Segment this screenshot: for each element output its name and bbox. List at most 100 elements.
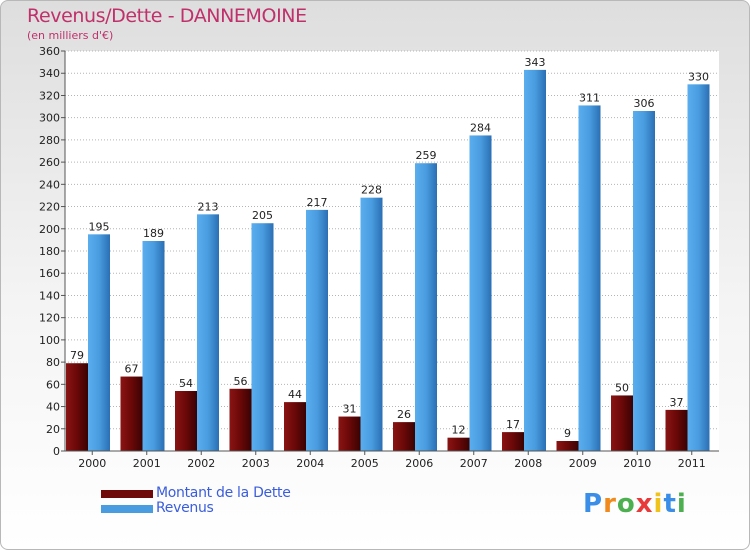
logo-letter: o [616,489,636,519]
bar-revenus [687,84,710,451]
x-tick-label: 2002 [187,457,215,470]
y-tick-label: 200 [39,223,60,236]
legend-label-revenus: Revenus [156,500,214,516]
y-tick-label: 260 [39,156,60,169]
legend-label-dette: Montant de la Dette [156,485,291,501]
y-tick-label: 80 [46,356,60,369]
data-label-revenus: 217 [307,196,328,209]
data-label-dette: 17 [506,418,520,431]
grid-lines [65,50,719,430]
bar-dette [447,437,470,451]
data-label-revenus: 205 [252,209,273,222]
logo-letter: i [653,489,664,519]
bar-dette [611,395,633,451]
chart-subtitle: (en milliers d'€) [27,29,114,42]
bar-revenus [578,105,601,451]
y-tick-label: 220 [39,201,60,214]
bar-revenus [88,234,110,451]
y-tick-label: 240 [39,178,60,191]
logo-letter: i [676,489,687,519]
data-label-revenus: 259 [416,149,437,162]
x-tick-label: 2004 [296,457,324,470]
y-tick-label: 20 [46,423,60,436]
data-labels: 79 195 67 189 54 213 56 205 44 217 31 228 26 259 12 284… [70,56,709,440]
bar-dette [338,416,361,451]
bar-dette [66,363,88,451]
bar-revenus [360,197,383,451]
data-label-dette: 12 [452,424,466,437]
legend-swatch-dette [101,490,153,498]
logo-letter: t [663,489,677,519]
logo-letter: x [635,489,654,519]
y-tick-label: 180 [39,245,60,258]
data-label-revenus: 311 [579,91,600,104]
y-axis: 0 20 40 60 80 100 120 140 160 180 200 220 240 260 280 3… [39,45,66,458]
bar-dette [393,422,415,451]
bar-revenus [251,223,274,451]
x-tick-label: 2005 [351,457,379,470]
bar-dette [120,376,143,451]
data-label-revenus: 195 [89,220,110,233]
y-tick-label: 0 [53,445,60,458]
logo-letter: r [603,489,617,519]
bar-revenus [306,209,328,451]
chart-title: Revenus/Dette - DANNEMOINE [27,5,307,27]
bar-dette [229,388,252,451]
data-label-dette: 54 [179,377,193,390]
data-label-revenus: 213 [198,200,219,213]
bar-revenus [415,163,437,451]
x-tick-label: 2003 [242,457,270,470]
bar-dette [502,432,524,451]
bar-dette [284,402,306,451]
data-label-revenus: 343 [525,56,546,69]
bar-revenus [142,241,165,451]
bars [66,69,710,451]
y-tick-label: 40 [46,401,60,414]
data-label-revenus: 330 [688,70,709,83]
data-label-dette: 31 [343,403,357,416]
x-tick-label: 2010 [623,457,651,470]
bar-dette [175,391,197,451]
y-tick-label: 320 [39,89,60,102]
bar-dette [556,441,579,451]
x-tick-label: 2009 [569,457,597,470]
data-label-dette: 56 [234,375,248,388]
bar-revenus [197,214,219,451]
y-tick-label: 100 [39,334,60,347]
data-label-dette: 37 [670,396,684,409]
y-tick-label: 300 [39,112,60,125]
y-tick-label: 120 [39,312,60,325]
data-label-revenus: 189 [143,227,164,240]
y-tick-label: 340 [39,67,60,80]
bar-revenus [633,111,655,451]
x-tick-label: 2006 [405,457,433,470]
x-tick-label: 2007 [460,457,488,470]
y-tick-label: 360 [39,45,60,58]
bar-revenus [524,69,546,451]
data-label-dette: 50 [615,381,629,394]
x-tick-label: 2008 [514,457,542,470]
x-axis: 2000 2001 2002 2003 2004 2005 2006 2007 2008 2009… [65,450,719,470]
legend-swatch-revenus [101,505,153,513]
bar-revenus [469,135,492,451]
data-label-revenus: 306 [634,97,655,110]
data-label-dette: 67 [125,363,139,376]
x-tick-label: 2000 [78,457,106,470]
y-tick-label: 160 [39,267,60,280]
x-tick-label: 2011 [678,457,706,470]
bar-dette [665,409,688,451]
data-label-revenus: 284 [470,121,491,134]
logo-letter: P [583,489,604,519]
data-label-dette: 79 [70,349,84,362]
y-tick-label: 60 [46,378,60,391]
proxiti-logo: Proxiti [583,489,687,519]
x-tick-label: 2001 [133,457,161,470]
y-tick-label: 280 [39,134,60,147]
data-label-dette: 44 [288,388,302,401]
data-label-dette: 9 [564,427,571,440]
data-label-revenus: 228 [361,184,382,197]
data-label-dette: 26 [397,408,411,421]
y-tick-label: 140 [39,289,60,302]
